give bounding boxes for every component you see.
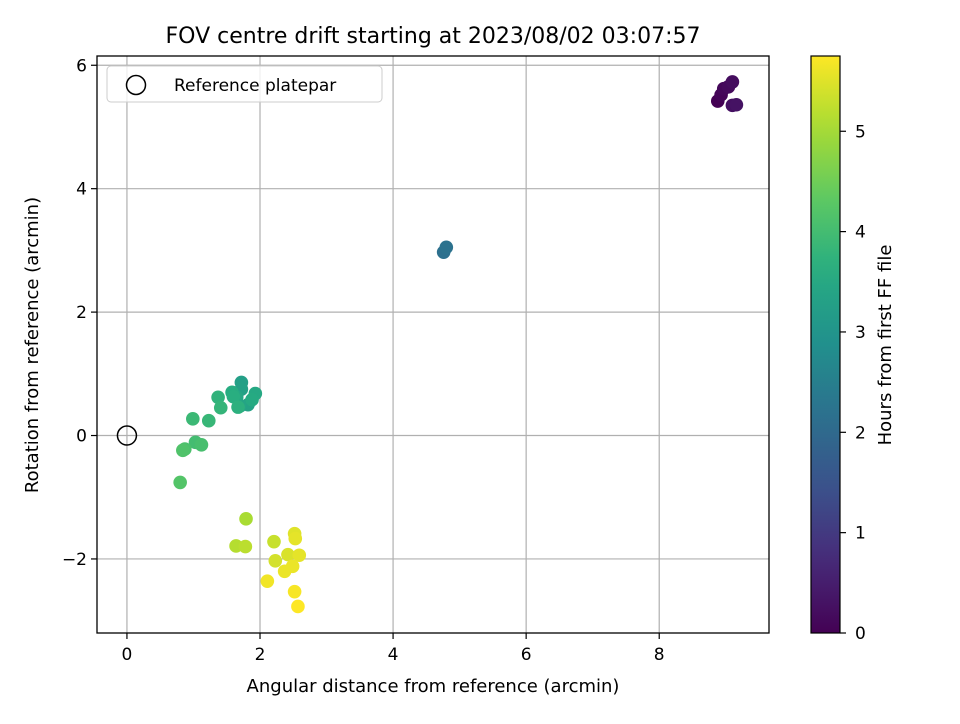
legend-box — [106, 65, 383, 103]
data-point — [292, 548, 307, 563]
data-point — [211, 390, 225, 405]
data-point — [231, 400, 245, 414]
colorbar-gradient — [810, 55, 841, 634]
colorbar-tick-label: 3 — [855, 323, 866, 343]
data-point — [260, 574, 275, 588]
legend-label: Reference platepar — [174, 76, 336, 96]
data-point — [173, 475, 187, 490]
data-point — [213, 400, 228, 415]
plot-background — [97, 56, 769, 633]
colorbar-tick-label: 5 — [855, 122, 866, 142]
x-axis-label: Angular distance from reference (arcmin) — [247, 676, 620, 697]
data-point — [439, 240, 454, 255]
data-point — [281, 547, 295, 562]
chart-title: FOV centre drift starting at 2023/08/02 … — [166, 24, 701, 49]
data-point — [238, 539, 253, 554]
legend-marker — [125, 74, 147, 96]
plot-frame — [96, 55, 770, 634]
data-point — [201, 413, 216, 428]
data-point — [186, 412, 200, 426]
colorbar-tick-label: 1 — [855, 524, 866, 544]
x-tick-label: 6 — [521, 645, 532, 665]
y-tick-label: 6 — [76, 56, 87, 76]
data-point — [176, 443, 190, 458]
colorbar-tick-label: 4 — [855, 223, 866, 243]
data-point — [245, 392, 259, 407]
x-tick-label: 8 — [654, 645, 665, 665]
colorbar: 0 1 2 3 4 5 — [810, 55, 866, 644]
plot-area: 0 2 4 6 8 −2 0 2 4 6 — [62, 55, 770, 665]
legend: Reference platepar — [106, 65, 383, 103]
reference-marker — [116, 425, 138, 446]
data-point — [277, 564, 292, 579]
data-point — [267, 534, 281, 549]
colorbar-tick-label: 2 — [855, 423, 866, 443]
data-point — [725, 75, 740, 89]
data-point — [268, 553, 283, 568]
data-point — [239, 512, 253, 526]
data-point — [729, 97, 744, 112]
y-tick-label: 0 — [76, 427, 87, 447]
data-point — [194, 437, 209, 452]
x-tick-label: 4 — [388, 645, 399, 665]
y-tick-label: 2 — [76, 303, 87, 323]
y-axis-label: Rotation from reference (arcmin) — [22, 197, 43, 493]
data-point — [288, 531, 303, 546]
y-tick-label: 4 — [76, 180, 87, 200]
colorbar-label: Hours from first FF file — [875, 245, 896, 446]
x-tick-label: 2 — [255, 645, 266, 665]
data-point — [291, 599, 305, 614]
data-point — [287, 584, 302, 599]
y-tick-label: −2 — [62, 550, 87, 570]
colorbar-tick-label: 0 — [855, 624, 866, 644]
data-point — [226, 389, 241, 404]
x-tick-label: 0 — [122, 645, 133, 665]
